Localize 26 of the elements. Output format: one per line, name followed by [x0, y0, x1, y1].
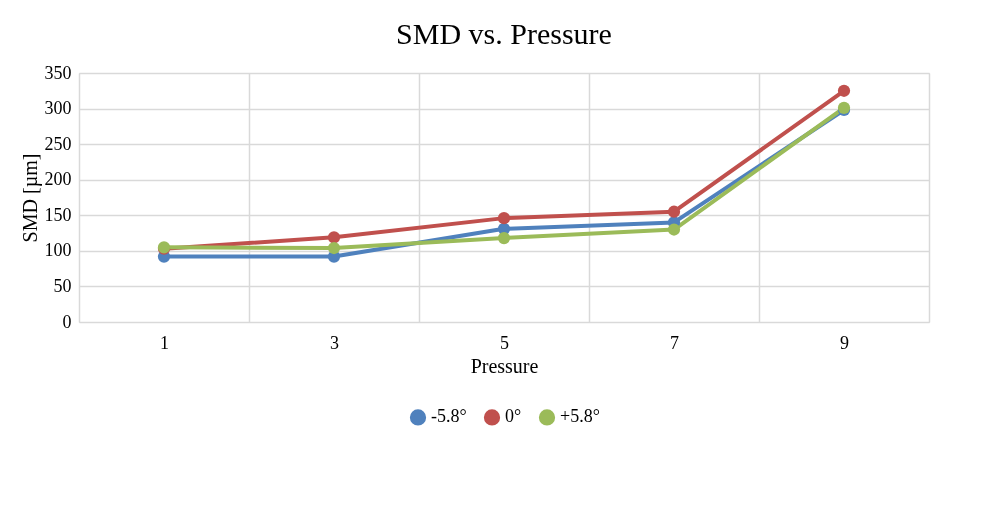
- point: [667, 205, 681, 218]
- point: [327, 231, 341, 244]
- y-tick-label: 100: [44, 240, 72, 261]
- legend-label: +5.8°: [560, 406, 600, 427]
- y-tick-label: 50: [53, 275, 72, 296]
- x-tick-label: 5: [500, 332, 509, 353]
- legend-label: -5.8°: [431, 406, 467, 427]
- point: [667, 223, 681, 236]
- y-tick-label: 0: [62, 311, 72, 332]
- x-tick-label: 1: [160, 332, 169, 353]
- y-tick-label: 200: [44, 169, 72, 190]
- legend-label: 0°: [505, 406, 522, 427]
- point: [837, 84, 851, 97]
- x-tick-label: 3: [330, 332, 339, 353]
- y-axis-title: SMD [µm]: [18, 153, 42, 243]
- x-tick-label: 7: [670, 332, 679, 353]
- y-tick-label: 250: [44, 133, 72, 154]
- point: [497, 212, 511, 225]
- chart-title: SMD vs. Pressure: [396, 17, 612, 50]
- y-tick-label: 300: [44, 98, 72, 119]
- x-axis-title: Pressure: [470, 354, 539, 377]
- y-tick-label: 150: [44, 204, 72, 225]
- y-tick-label: 350: [44, 62, 72, 83]
- point: [497, 231, 511, 245]
- x-tick-label: 9: [840, 332, 849, 353]
- point: [327, 241, 341, 255]
